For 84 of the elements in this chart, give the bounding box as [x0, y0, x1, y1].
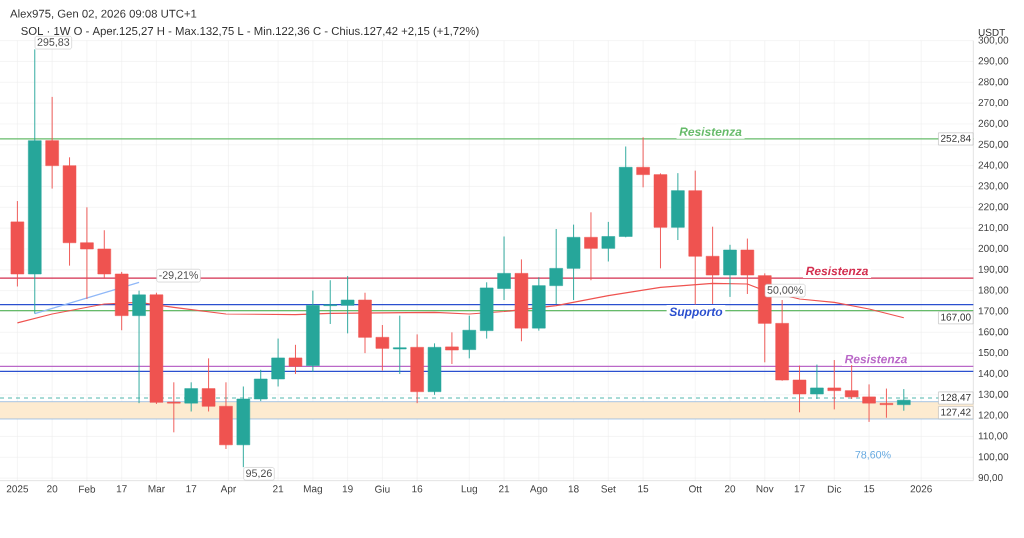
y-tick-label: 250,00: [978, 140, 1009, 149]
y-tick-label: 100,00: [978, 453, 1009, 462]
annotation: 95,26: [246, 469, 272, 479]
annotation: 295,83: [37, 38, 70, 48]
x-tick-label: Lug: [461, 485, 477, 495]
ref-line-label: Supporto: [669, 307, 723, 319]
x-tick-label: 21: [498, 485, 510, 493]
annotation: 167,00: [941, 313, 971, 322]
candlestick: [271, 338, 285, 387]
y-tick-label: 110,00: [978, 432, 1008, 441]
y-tick-label: 120,00: [978, 411, 1009, 420]
candlestick: [462, 315, 477, 359]
x-tick-label: Ott: [689, 485, 702, 493]
annotation: -29,21%: [159, 271, 199, 281]
y-tick-label: 230,00: [978, 182, 1009, 191]
candlestick: [584, 211, 598, 281]
x-tick-label: 19: [342, 485, 353, 493]
x-tick-label: 17: [794, 485, 805, 493]
x-tick-label: 2026: [910, 485, 932, 493]
candlestick: [844, 364, 859, 400]
chart-subtitle: SOL · 1W O - Aper.125,27 H - Max.132,75 L - Min.122,36 C - Chius.127,42 +2,15 (+1,72%): [21, 26, 479, 38]
ref-line-label: Resistenza: [679, 127, 742, 136]
candlestick: [201, 357, 216, 412]
candlestick: [167, 381, 181, 433]
y-tick-label: 130,00: [978, 390, 1009, 399]
candlestick: [288, 344, 303, 375]
y-tick-label: 220,00: [978, 203, 1009, 212]
candlestick: [879, 388, 894, 419]
x-tick-label: Dic: [827, 485, 842, 493]
candlestick: [636, 136, 650, 188]
candlestick: [445, 331, 459, 365]
candlestick: [601, 221, 616, 262]
y-tick-label: 140,00: [978, 369, 1009, 379]
y-tick-label: 170,00: [978, 307, 1009, 316]
x-tick-label: 18: [568, 485, 579, 493]
x-tick-label: Mar: [148, 485, 165, 493]
y-tick-label: 180,00: [978, 286, 1009, 295]
y-tick-label: 290,00: [978, 57, 1009, 66]
x-tick-label: 20: [47, 485, 58, 493]
ref-line-label: Resistenza: [805, 266, 869, 276]
candlestick: [549, 228, 563, 305]
x-tick-label: 17: [116, 485, 127, 493]
x-tick-label: 20: [724, 485, 736, 493]
y-tick-label: 190,00: [978, 265, 1009, 274]
y-tick-label: 150,00: [978, 349, 1009, 358]
x-tick-label: 17: [186, 485, 197, 493]
y-tick-label: 160,00: [978, 328, 1009, 337]
candlestick: [792, 365, 807, 413]
chart-title: Alex975, Gen 02, 2026 09:08 UTC+1: [10, 9, 197, 20]
y-axis-title: USDT: [978, 28, 1006, 36]
x-tick-label: 15: [864, 485, 875, 493]
annotation: 78,60%: [855, 450, 891, 460]
x-tick-label: Mag: [303, 485, 322, 495]
x-tick-label: 16: [412, 485, 423, 493]
annotation: 128,47: [941, 393, 971, 403]
y-tick-label: 90,00: [978, 474, 1003, 483]
y-tick-label: 300,00: [978, 36, 1009, 45]
annotation: 50,00%: [767, 286, 803, 296]
annotation: 252,84: [940, 134, 971, 144]
x-tick-label: 2025: [6, 485, 29, 493]
candlestick: [497, 236, 511, 301]
x-tick-label: Feb: [79, 485, 96, 493]
x-tick-label: 21: [273, 485, 284, 493]
x-tick-label: Ago: [529, 485, 548, 495]
y-tick-label: 200,00: [978, 244, 1009, 254]
y-tick-label: 270,00: [978, 99, 1009, 108]
candlestick: [340, 275, 355, 334]
y-tick-label: 280,00: [978, 78, 1009, 87]
x-tick-label: Nov: [756, 485, 774, 493]
candlestick: [375, 324, 390, 372]
x-tick-label: Apr: [220, 485, 237, 495]
x-tick-label: Giu: [375, 485, 390, 493]
y-tick-label: 210,00: [978, 224, 1009, 233]
ref-line-label: Resistenza: [844, 354, 907, 364]
annotation: 127,42: [941, 408, 971, 417]
x-tick-label: Set: [601, 485, 616, 493]
x-tick-label: 15: [638, 485, 649, 493]
candlestick: [323, 279, 337, 325]
candlestick: [827, 359, 842, 410]
y-tick-label: 240,00: [978, 161, 1009, 170]
y-tick-label: 260,00: [978, 119, 1009, 129]
candlestick: [862, 383, 876, 423]
candlestick: [393, 315, 407, 375]
candlestick: [80, 206, 94, 300]
